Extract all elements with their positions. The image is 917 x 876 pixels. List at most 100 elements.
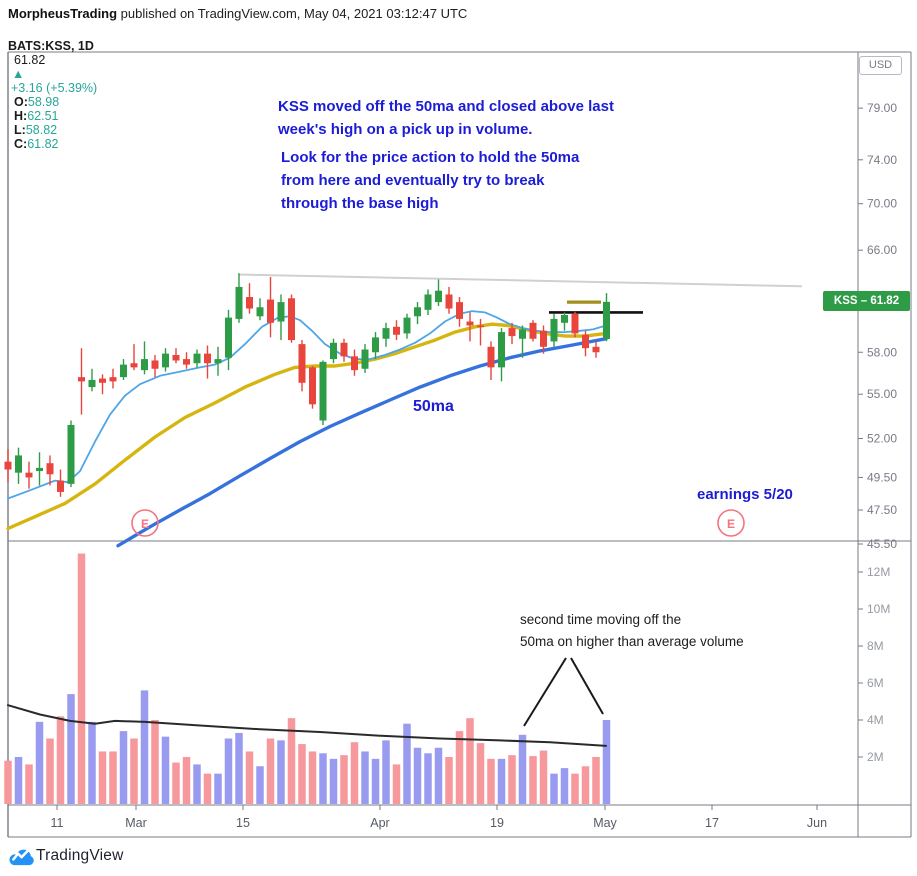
price-tick-label: 55.00: [867, 387, 897, 401]
earnings-marker-circle: [131, 509, 159, 537]
volume-bar: [140, 690, 149, 804]
candle-body: [582, 334, 589, 349]
price-change: +3.16 (+5.39%): [11, 81, 98, 95]
candle-body: [529, 322, 537, 339]
candle-body: [487, 346, 495, 368]
volume-tick-label: 12M: [867, 565, 890, 579]
volume-bar: [119, 731, 128, 804]
time-tick-label: Jun: [807, 816, 827, 830]
volume-bar: [245, 751, 254, 804]
tradingview-logo-icon: [9, 849, 34, 866]
candle-body: [330, 342, 337, 360]
candle-body: [36, 467, 43, 472]
candle-body: [46, 463, 54, 475]
tradingview-brand-text: TradingView: [36, 847, 124, 864]
candle-body: [393, 326, 400, 335]
volume-bar: [361, 751, 369, 804]
volume-bar: [350, 742, 359, 804]
volume-bar: [214, 773, 222, 804]
volume-bar: [560, 768, 569, 804]
low-value: 58.82: [25, 123, 58, 137]
symbol-info-bar: BATS:KSS, 1D 61.82 ▲ +3.16 (+5.39%) O:58…: [8, 25, 97, 151]
volume-bar: [592, 757, 600, 804]
volume-bar: [382, 740, 390, 804]
volume-bar: [571, 773, 579, 804]
snapshot-byline: MorpheusTrading published on TradingView…: [8, 6, 467, 21]
price-tick-label: 52.00: [867, 432, 897, 446]
candle-body: [141, 359, 148, 371]
volume-bar: [109, 751, 117, 804]
volume-bar: [329, 758, 338, 804]
volume-bar: [77, 553, 86, 804]
volume-bar: [424, 753, 432, 804]
last-price: 61.82: [14, 53, 46, 67]
volume-bar: [550, 773, 558, 804]
time-tick-label: 19: [490, 816, 504, 830]
candle-body: [445, 294, 453, 309]
candle-body: [340, 342, 348, 357]
open-value: 58.98: [27, 95, 60, 109]
volume-bar: [487, 758, 495, 804]
price-tick-label: 70.00: [867, 197, 897, 211]
candle-body: [550, 318, 558, 342]
volume-bar: [476, 743, 485, 804]
volume-tick-label: 2M: [867, 750, 884, 764]
volume-bar: [4, 760, 12, 804]
candle-body: [246, 297, 253, 309]
candle-body: [4, 461, 12, 470]
volume-bar: [518, 734, 527, 804]
candle-body: [414, 307, 421, 317]
volume-bar: [340, 755, 348, 804]
published-text: published on TradingView.com, May 04, 20…: [117, 6, 468, 21]
candle-body: [519, 329, 526, 339]
volume-bar: [529, 756, 537, 804]
candle-body: [361, 349, 369, 369]
candle-body: [424, 294, 432, 310]
volume-bar: [287, 718, 296, 804]
price-tick-label: 58.00: [867, 345, 897, 359]
earnings-marker-letter: E: [727, 517, 735, 531]
candle-body: [561, 315, 568, 323]
volume-tick-label: 10M: [867, 602, 890, 616]
base-high-trendline: [237, 273, 803, 288]
ma50-line: [116, 337, 608, 548]
candle-body: [435, 290, 442, 303]
candle-body: [309, 367, 316, 405]
volume-bar: [266, 738, 275, 804]
volume-bar: [308, 751, 317, 804]
candle-body: [130, 363, 138, 368]
up-arrow-icon: ▲: [12, 67, 25, 81]
volume-bar: [413, 747, 422, 804]
high-value: 62.51: [27, 109, 59, 123]
open-label: O:: [14, 95, 28, 109]
volume-bar: [403, 723, 411, 804]
volume-bar: [161, 736, 170, 804]
annotation-arrow: [570, 657, 604, 715]
volume-ma-line: [7, 704, 607, 747]
candle-body: [540, 330, 547, 347]
volume-bar: [56, 716, 65, 804]
candle-body: [57, 480, 64, 492]
candle-body: [67, 424, 75, 484]
price-tick-label: 79.00: [867, 101, 897, 115]
candle-body: [120, 364, 127, 378]
volume-bar: [434, 747, 443, 804]
currency-badge: USD: [859, 56, 902, 75]
price-tick-label: 49.50: [867, 470, 897, 484]
candle-body: [267, 299, 274, 323]
candle-body: [183, 359, 190, 365]
candle-body: [204, 353, 211, 364]
candle-body: [277, 302, 285, 322]
volume-bar: [130, 738, 138, 804]
candle-body: [603, 301, 610, 340]
price-tick-label: 66.00: [867, 243, 897, 257]
candle-body: [109, 377, 117, 382]
candle-body: [256, 307, 264, 317]
symbol-name: BATS:KSS, 1D: [8, 39, 94, 53]
candle-body: [592, 346, 600, 353]
volume-bar: [88, 721, 96, 804]
candle-body: [351, 356, 358, 371]
time-tick-label: 11: [51, 816, 64, 830]
volume-bar: [466, 718, 474, 804]
volume-bar: [224, 738, 233, 804]
